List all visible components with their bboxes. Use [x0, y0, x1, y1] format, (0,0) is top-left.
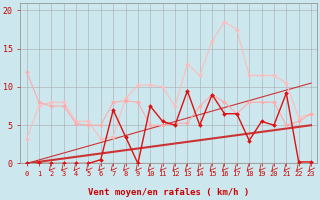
- X-axis label: Vent moyen/en rafales ( km/h ): Vent moyen/en rafales ( km/h ): [88, 188, 250, 197]
